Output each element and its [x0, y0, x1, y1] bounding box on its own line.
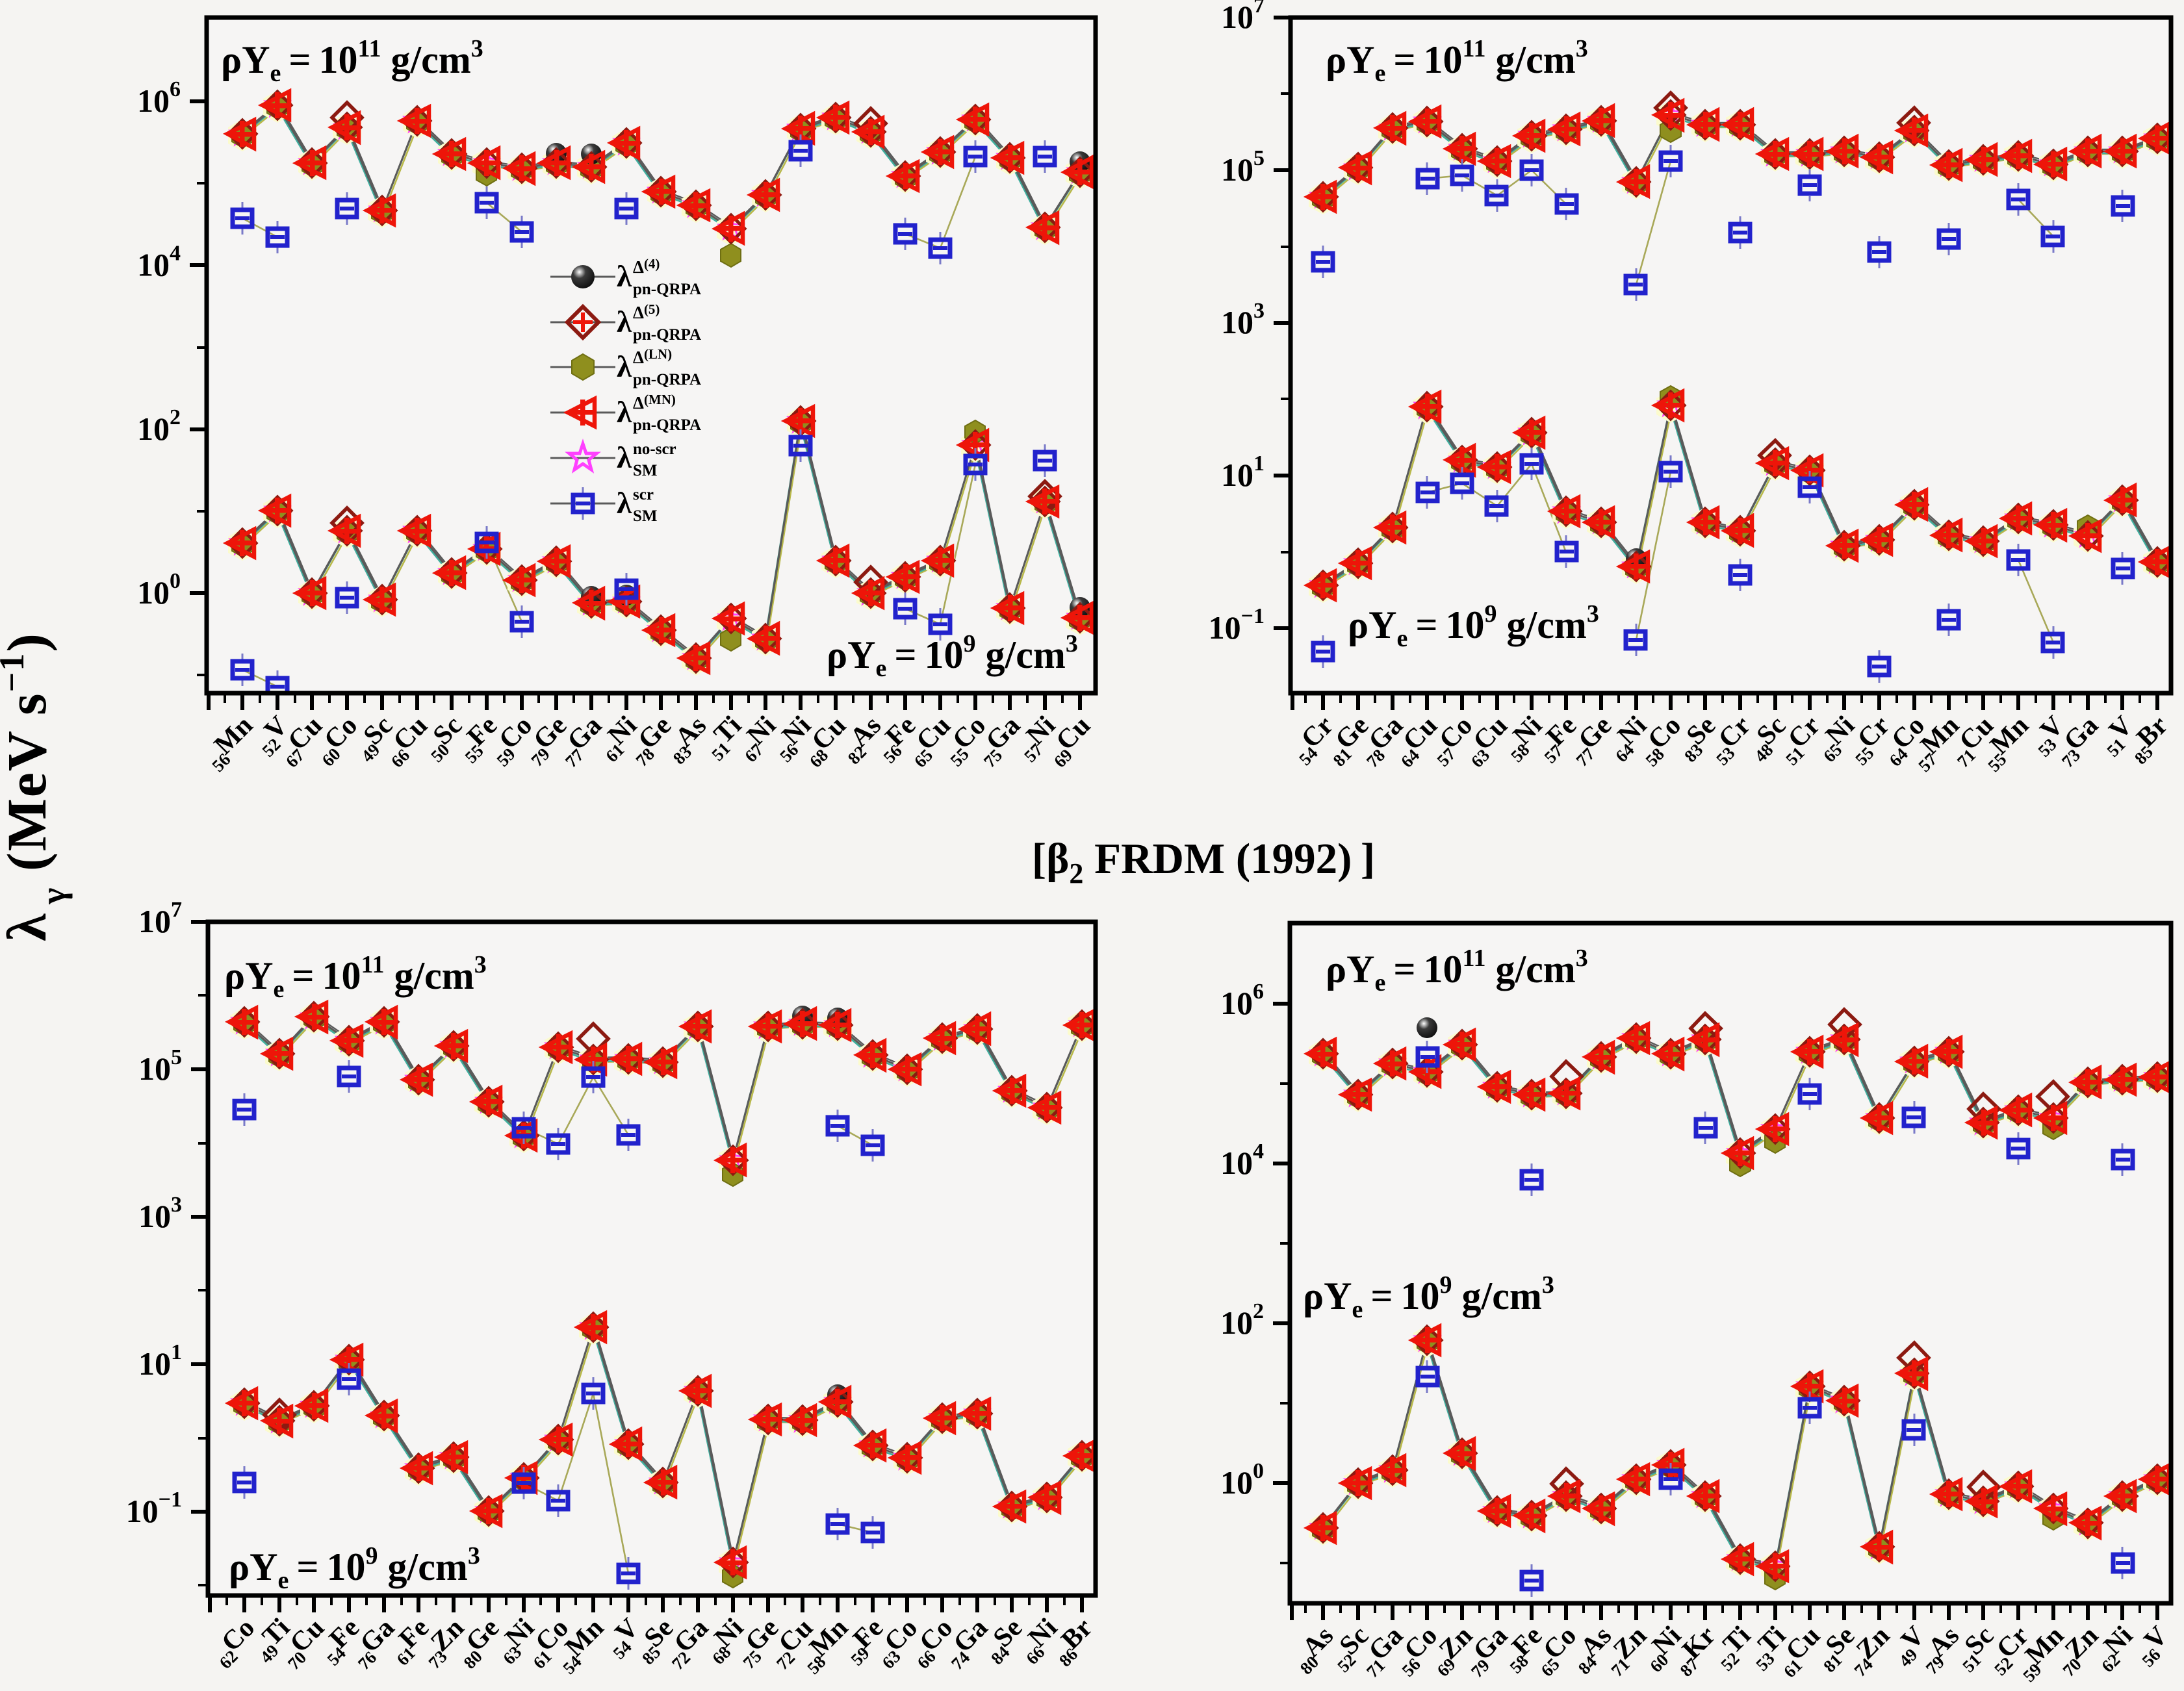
svg-text:no-scr: no-scr — [633, 440, 676, 458]
svg-text:pn-QRPA: pn-QRPA — [633, 371, 701, 388]
svg-text:ρYe = 109 g/cm3: ρYe = 109 g/cm3 — [1348, 600, 1599, 652]
svg-text:pn-QRPA: pn-QRPA — [633, 326, 701, 344]
svg-text:ρYe = 1011 g/cm3: ρYe = 1011 g/cm3 — [1326, 35, 1588, 87]
svg-text:101: 101 — [1221, 451, 1265, 493]
svg-text:pn-QRPA: pn-QRPA — [633, 416, 701, 434]
svg-text:ρYe = 109 g/cm3: ρYe = 109 g/cm3 — [827, 630, 1078, 682]
svg-text:ρYe = 1011 g/cm3: ρYe = 1011 g/cm3 — [221, 35, 483, 87]
svg-text:ρYe = 1011 g/cm3: ρYe = 1011 g/cm3 — [1326, 945, 1588, 997]
svg-text:104: 104 — [1220, 1139, 1264, 1181]
svg-text:λ: λ — [617, 350, 632, 384]
svg-text:SM: SM — [633, 462, 658, 479]
svg-text:scr: scr — [633, 486, 654, 503]
svg-text:λ: λ — [617, 396, 632, 429]
svg-text:λ: λ — [617, 260, 632, 294]
svg-text:10−1: 10−1 — [126, 1488, 182, 1529]
svg-text:λ: λ — [617, 441, 632, 475]
svg-text:SM: SM — [633, 507, 658, 525]
svg-text:[β2 FRDM (1992) ]: [β2 FRDM (1992) ] — [1032, 835, 1375, 889]
svg-text:λ: λ — [617, 487, 632, 520]
svg-text:ρYe = 109 g/cm3: ρYe = 109 g/cm3 — [1303, 1271, 1554, 1323]
svg-text:λ: λ — [617, 305, 632, 339]
svg-text:ρYe = 1011 g/cm3: ρYe = 1011 g/cm3 — [224, 951, 487, 1003]
svg-text:pn-QRPA: pn-QRPA — [633, 281, 701, 298]
svg-text:ρYe = 109 g/cm3: ρYe = 109 g/cm3 — [229, 1542, 480, 1594]
